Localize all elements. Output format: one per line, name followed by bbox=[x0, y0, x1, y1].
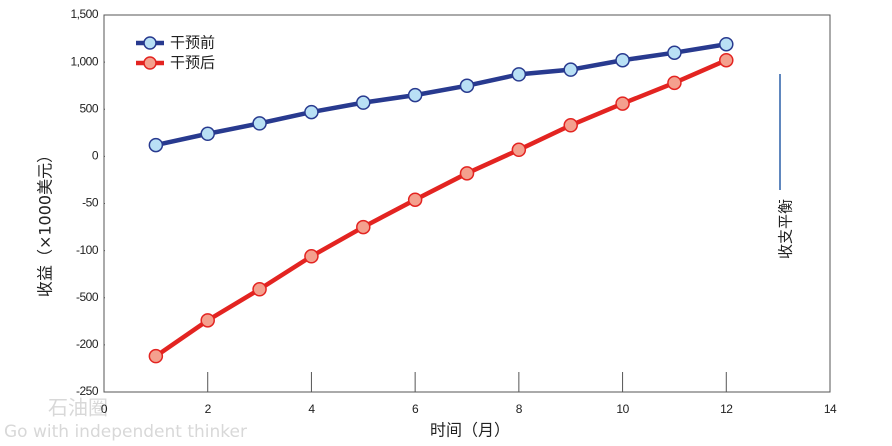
y-tick-label: -50 bbox=[82, 196, 99, 210]
x-tick-label: 2 bbox=[205, 402, 212, 416]
legend-label: 干预后 bbox=[170, 54, 215, 72]
point bbox=[667, 75, 682, 91]
y-axis-label: 收益（×1000美元） bbox=[36, 147, 55, 297]
x-tick-label: 12 bbox=[720, 402, 733, 416]
point bbox=[200, 126, 215, 142]
y-tick-label: 500 bbox=[79, 101, 98, 115]
x-tick-label: 0 bbox=[101, 402, 108, 416]
point bbox=[200, 313, 215, 328]
point bbox=[407, 87, 423, 103]
watermark: 石油圈 bbox=[48, 396, 108, 420]
point bbox=[304, 249, 319, 264]
plot-frame bbox=[103, 14, 831, 393]
x-tick-label: 4 bbox=[308, 402, 315, 416]
x-tick-label: 10 bbox=[616, 402, 629, 416]
series-line bbox=[154, 58, 728, 359]
x-tick-label: 8 bbox=[516, 402, 523, 416]
point bbox=[667, 45, 682, 60]
point bbox=[252, 282, 267, 297]
series-line bbox=[155, 41, 727, 148]
y-tick-label: -500 bbox=[76, 290, 99, 304]
point bbox=[563, 118, 578, 133]
y-tick-label: -100 bbox=[76, 243, 99, 257]
point bbox=[459, 78, 475, 93]
point bbox=[719, 52, 734, 68]
legend-marker bbox=[143, 36, 157, 50]
y-tick-label: -250 bbox=[76, 384, 99, 398]
legend-marker bbox=[143, 56, 157, 70]
point bbox=[407, 192, 423, 207]
y-tick-label: -200 bbox=[76, 337, 99, 351]
point bbox=[252, 116, 267, 131]
point bbox=[615, 96, 630, 111]
y-tick-label: 1,500 bbox=[70, 7, 98, 21]
point bbox=[356, 219, 371, 235]
point bbox=[563, 62, 578, 77]
point bbox=[511, 67, 527, 82]
x-tick-label: 14 bbox=[824, 402, 837, 416]
x-axis-label: 时间（月） bbox=[430, 421, 510, 440]
y-tick-label: 1,000 bbox=[70, 54, 98, 68]
point bbox=[511, 142, 527, 158]
breakeven-label: 收支平衡 bbox=[777, 199, 795, 259]
x-tick-label: 6 bbox=[412, 402, 419, 416]
watermark: Go with independent thinker bbox=[4, 422, 247, 442]
point bbox=[148, 348, 164, 364]
point bbox=[459, 166, 475, 181]
point bbox=[719, 36, 734, 52]
legend-label: 干预前 bbox=[170, 34, 215, 52]
point bbox=[148, 137, 164, 153]
point bbox=[356, 95, 371, 110]
y-tick-label: 0 bbox=[92, 149, 99, 163]
point bbox=[615, 52, 630, 68]
point bbox=[304, 104, 319, 120]
